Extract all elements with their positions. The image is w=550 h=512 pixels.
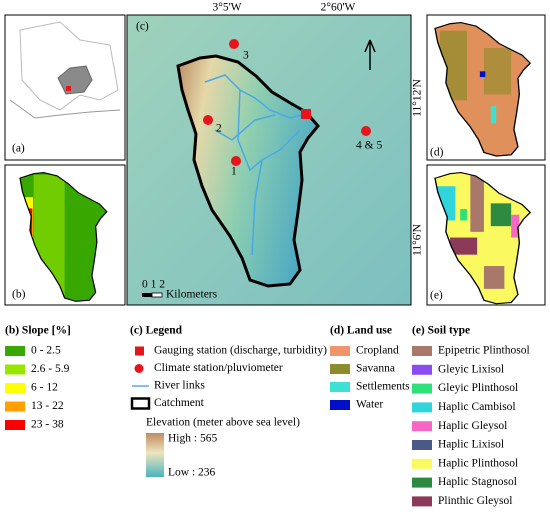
elevation-bar <box>146 433 164 477</box>
legend-swatch <box>5 383 25 393</box>
legend-title: (c) Legend <box>130 325 183 337</box>
legend-marker <box>134 364 144 373</box>
panel-a: (a) <box>4 14 126 161</box>
legend-marker <box>135 346 144 356</box>
legend-label: Savanna <box>356 363 395 375</box>
legend-swatch <box>330 382 350 392</box>
scale-numbers: 0 1 2 <box>142 279 165 291</box>
legend-label: Gleyic Lixisol <box>438 363 504 375</box>
legend-swatch <box>412 440 432 450</box>
legend-swatch <box>412 458 432 469</box>
legend-title: (e) Soil type <box>412 325 470 337</box>
legend-label: Haplic Stagnosol <box>438 476 517 488</box>
legend-label: Gauging station (discharge, turbidity) <box>154 345 327 357</box>
panel-label: (c) <box>136 21 149 33</box>
legend-label: Epipetric Plinthosol <box>438 345 530 357</box>
legend-title: (b) Slope [%] <box>5 325 71 337</box>
legend-label: 0 - 2.5 <box>31 345 61 357</box>
legend-label: Haplic Lixisol <box>438 439 504 451</box>
panel-label: (e) <box>430 290 443 302</box>
legend-swatch <box>412 383 432 394</box>
legend-label: 13 - 22 <box>31 400 64 412</box>
legends: (b) Slope [%] 0 - 2.5 2.6 - 5.9 6 - 12 13 - … <box>5 325 530 507</box>
panel-label: (b) <box>12 289 26 301</box>
panel-c: 3 2 1 4 & 5 3°5'W 2°60'W 11°12'N 11°6'N … <box>126 2 424 306</box>
latitude-label: 11°6'N <box>412 223 424 255</box>
legend-label: Haplic Gleysol <box>438 420 507 432</box>
station-label: 4 & 5 <box>356 140 382 152</box>
elevation-title: Elevation (meter above sea level) <box>146 417 300 429</box>
legend-swatch <box>412 477 432 488</box>
latitude-label: 11°12'N <box>412 79 424 117</box>
legend-label: Haplic Cambisol <box>438 401 516 413</box>
scale-unit: Kilometers <box>166 289 218 301</box>
legend-marker <box>130 397 151 410</box>
station-label: 3 <box>243 50 249 62</box>
legend-label: 6 - 12 <box>31 382 58 394</box>
legend-label: Settlements <box>356 381 410 393</box>
elevation-low: Low : 236 <box>168 467 216 479</box>
legend-swatch <box>412 496 432 507</box>
legend-swatch <box>412 421 432 432</box>
legend-swatch <box>5 346 25 356</box>
legend-swatch <box>5 420 25 430</box>
panel-d: (d) <box>426 14 546 161</box>
legend-swatch <box>330 400 350 410</box>
legend-label: Cropland <box>356 345 399 357</box>
longitude-label: 3°5'W <box>212 2 241 14</box>
panel-e: (e) <box>426 164 546 306</box>
legend-label: Water <box>356 399 383 411</box>
legend-label: 2.6 - 5.9 <box>31 363 70 375</box>
panel-b: (b) <box>4 164 126 306</box>
legend-label: Climate station/pluviometer <box>154 362 283 374</box>
longitude-label: 2°60'W <box>321 2 356 14</box>
station-label: 1 <box>231 166 237 178</box>
station-label: 2 <box>216 123 222 135</box>
panel-label: (d) <box>430 147 444 159</box>
legend-swatch <box>330 346 350 356</box>
elevation-high: High : 565 <box>168 433 217 445</box>
legend-swatch <box>330 364 350 374</box>
legend-label: Gleyic Plinthosol <box>438 382 518 394</box>
legend-label: Haplic Plinthosol <box>438 457 518 469</box>
legend-label: 23 - 38 <box>31 419 64 431</box>
legend-label: River links <box>154 380 205 392</box>
legend-label: Plinthic Gleysol <box>438 495 512 507</box>
legend-swatch <box>412 364 432 375</box>
legend-title: (d) Land use <box>330 325 392 337</box>
legend-label: Catchment <box>154 397 205 409</box>
legend-swatch <box>412 402 432 413</box>
panel-label: (a) <box>12 143 25 155</box>
legend-swatch <box>5 401 25 412</box>
legend-swatch <box>412 346 432 356</box>
legend-swatch <box>5 364 25 375</box>
